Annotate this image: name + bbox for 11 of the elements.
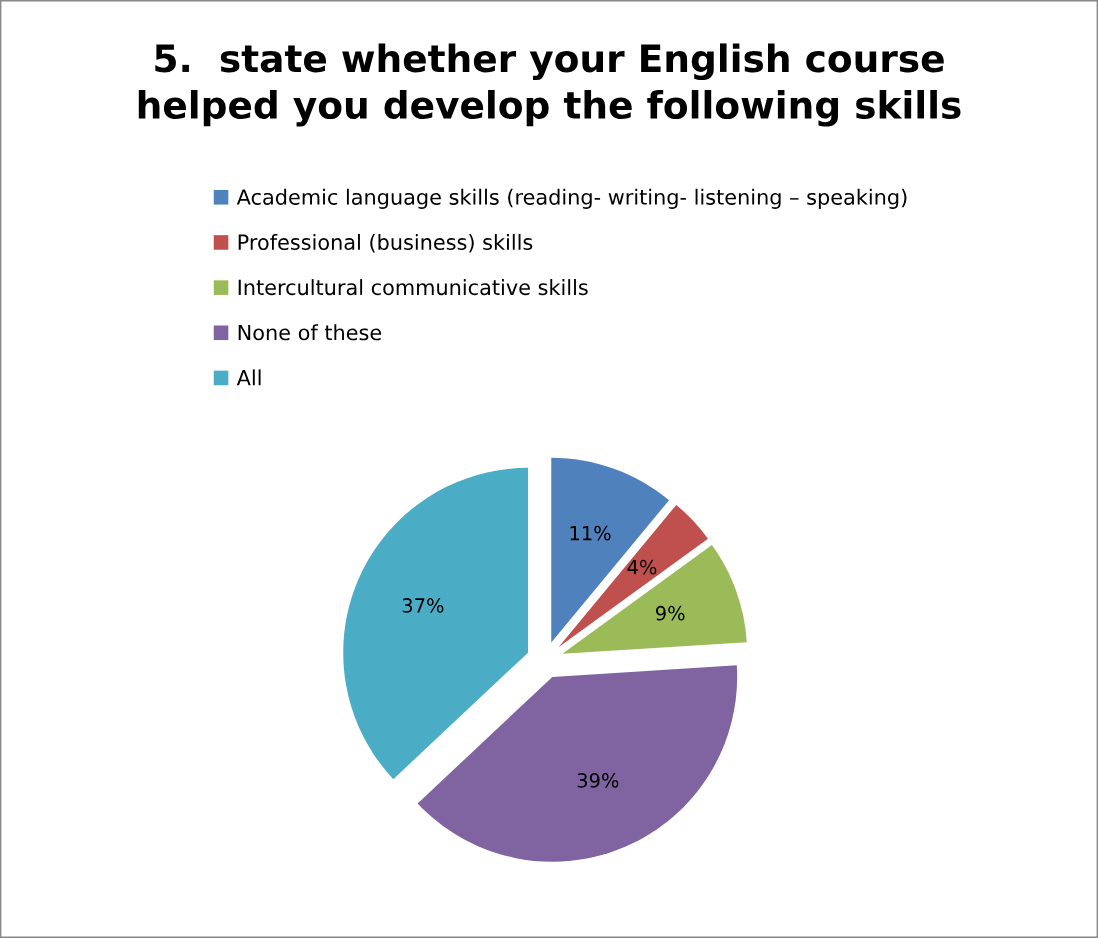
data-label: 9% xyxy=(655,605,685,621)
legend-label: Professional (business) skills xyxy=(238,233,533,253)
data-label: 4% xyxy=(627,559,657,575)
data-label: 11% xyxy=(570,525,611,541)
legend-label: None of these xyxy=(238,324,382,341)
legend-label: All xyxy=(236,369,261,386)
legend-label: Intercultural communicative skills xyxy=(238,279,588,296)
data-label: 37% xyxy=(402,598,444,613)
legend-label: Academic language skills (reading- writing- listening – speaking) xyxy=(236,188,907,209)
data-label: 39% xyxy=(577,773,619,788)
chart-title: 5. state whether your English course helped you develop the following skills xyxy=(138,43,961,127)
